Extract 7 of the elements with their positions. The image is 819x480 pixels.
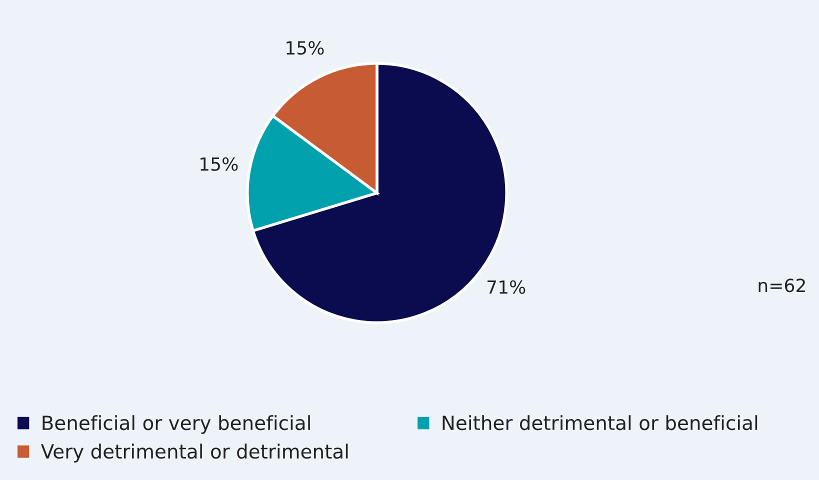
data-label: 15%	[286, 41, 324, 55]
legend-label: Neither detrimental or beneficial	[442, 415, 758, 430]
legend-label: Beneficial or very beneficial	[42, 415, 310, 434]
data-label: 15%	[200, 157, 238, 171]
data-label: 71%	[488, 280, 526, 294]
text: n=62	[758, 278, 805, 292]
legend-label: Very detrimental or detrimental	[40, 444, 348, 462]
